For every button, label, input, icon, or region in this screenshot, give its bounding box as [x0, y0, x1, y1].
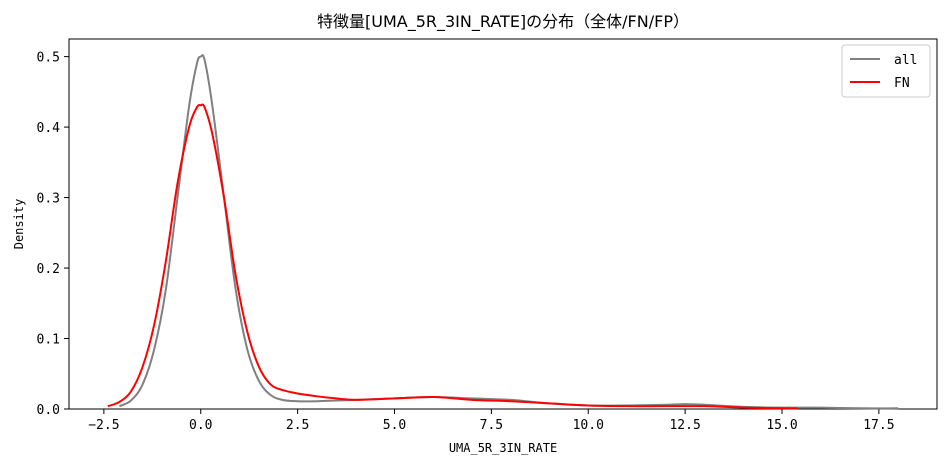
y-tick-label: 0.4 — [37, 121, 61, 136]
x-tick-label: 7.5 — [480, 418, 503, 433]
legend-label-fn: FN — [894, 76, 910, 91]
series-layer — [107, 54, 899, 410]
series-line-fn — [107, 103, 798, 410]
series-line-all — [118, 54, 899, 410]
y-tick-label: 0.0 — [37, 403, 60, 418]
x-axis-label: UMA_5R_3IN_RATE — [449, 441, 557, 455]
x-tick-label: 17.5 — [863, 418, 894, 433]
plot-area — [68, 38, 938, 410]
x-tick-label: 5.0 — [383, 418, 406, 433]
x-tick-label: 0.0 — [189, 418, 212, 433]
y-tick-label: 0.5 — [37, 51, 60, 66]
x-tick-label: −2.5 — [88, 418, 119, 433]
x-tick-label: 15.0 — [766, 418, 797, 433]
y-axis-label: Density — [12, 199, 26, 250]
x-axis: −2.5 0.0 2.5 5.0 7.5 10.0 12.5 15.0 17.5 — [88, 409, 895, 433]
legend: all FN — [841, 44, 931, 98]
x-tick-label: 12.5 — [669, 418, 700, 433]
y-tick-label: 0.1 — [37, 333, 60, 348]
legend-label-all: all — [894, 53, 917, 68]
x-tick-label: 2.5 — [286, 418, 309, 433]
y-axis: 0.0 0.1 0.2 0.3 0.4 0.5 — [37, 51, 69, 418]
x-tick-label: 10.0 — [573, 418, 604, 433]
y-tick-label: 0.2 — [37, 262, 60, 277]
chart-title: 特徴量[UMA_5R_3IN_RATE]の分布（全体/FN/FP） — [317, 12, 689, 32]
y-tick-label: 0.3 — [37, 192, 60, 207]
